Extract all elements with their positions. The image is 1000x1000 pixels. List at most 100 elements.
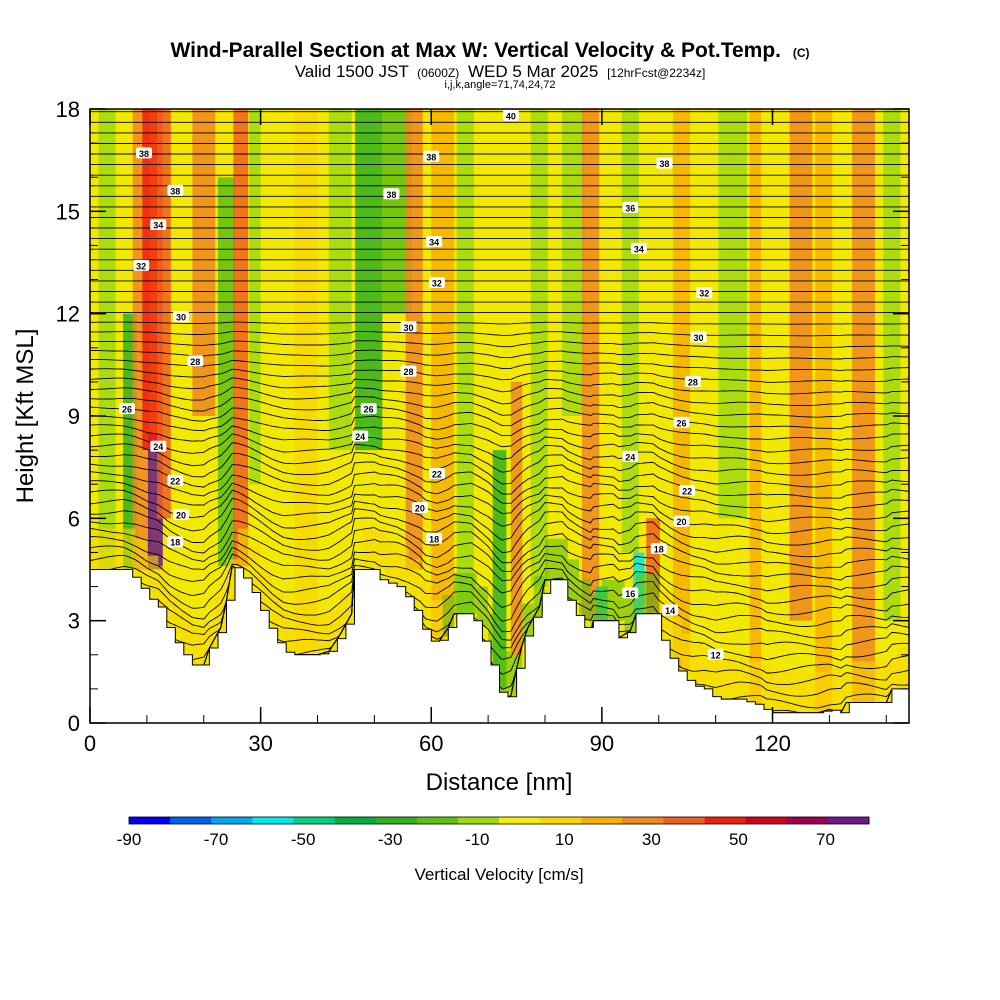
theta-contour-label: 14	[662, 604, 679, 616]
x-tick-label: 0	[84, 731, 96, 756]
theta-contour-label: 28	[187, 355, 204, 367]
theta-contour-label-text: 20	[176, 510, 186, 520]
theta-contour-label-text: 22	[170, 476, 180, 486]
colorbar-swatch	[334, 817, 377, 824]
theta-contour-label: 38	[167, 184, 184, 196]
colorbar-swatch	[540, 817, 582, 824]
theta-contour-label-text: 28	[688, 377, 698, 387]
colorbar-label: Vertical Velocity [cm/s]	[414, 865, 583, 884]
colorbar-swatch	[499, 817, 541, 824]
theta-contour-label: 22	[428, 467, 445, 479]
colorbar-swatch	[416, 817, 459, 824]
theta-contour-label: 32	[428, 276, 445, 288]
theta-contour-label: 34	[426, 236, 443, 248]
theta-contour-label-text: 30	[403, 323, 413, 333]
theta-contour-label-text: 26	[364, 405, 374, 415]
theta-contour-label: 28	[400, 365, 417, 377]
theta-contour-label-text: 12	[711, 650, 721, 660]
colorbar-tick-label: -70	[204, 830, 229, 849]
colorbar-tick-label: -10	[465, 830, 490, 849]
theta-contour-label: 16	[622, 587, 639, 599]
theta-contour-label: 22	[167, 474, 184, 486]
theta-contour-label: 20	[173, 508, 189, 520]
theta-contour-label-text: 14	[665, 606, 675, 616]
theta-contour-label-text: 38	[386, 190, 396, 200]
theta-contour-label-text: 38	[139, 149, 149, 159]
theta-contour-label: 24	[622, 450, 639, 462]
theta-contour-label-text: 26	[122, 405, 132, 415]
theta-contour-label: 12	[707, 648, 724, 660]
copyright-mark: (C)	[793, 46, 810, 60]
theta-contour-label-text: 24	[355, 432, 365, 442]
y-tick-label: 12	[56, 302, 80, 327]
theta-contour-label: 36	[622, 201, 639, 213]
x-tick-label: 30	[248, 731, 272, 756]
theta-contour-label-text: 34	[153, 220, 163, 230]
colorbar-swatch	[786, 817, 829, 824]
theta-contour-label-text: 18	[429, 534, 439, 544]
theta-contour-label-text: 40	[506, 111, 516, 121]
x-axis: 0 30 60 90 120	[84, 109, 887, 756]
theta-contour-label-text: 18	[170, 538, 180, 548]
theta-contour-labels: 40 38 38 38 38 38 36 34 34 34 32 32 32 30 30 30 28 28 28 26…	[118, 109, 724, 660]
colorbar-swatch	[622, 817, 664, 824]
theta-contour-label: 28	[684, 375, 701, 387]
theta-contour-label-text: 30	[176, 313, 186, 323]
theta-contour-label-text: 32	[699, 289, 709, 299]
colorbar: -90 -70 -50 -30 -10 10 30 50 70	[117, 816, 870, 849]
theta-contour-label-text: 18	[654, 545, 664, 555]
theta-contour-label-text: 24	[625, 452, 635, 462]
theta-contour-label: 26	[118, 403, 135, 415]
theta-contour-label: 24	[352, 430, 369, 442]
colorbar-swatch	[293, 817, 336, 824]
y-tick-label: 9	[68, 404, 80, 429]
y-tick-label: 15	[56, 199, 80, 224]
theta-contour-label: 22	[679, 485, 696, 497]
theta-contour-label-text: 38	[426, 152, 436, 162]
colorbar-tick-label: 30	[642, 830, 661, 849]
y-axis-label: Height [Kft MSL]	[12, 329, 39, 504]
theta-contour-label: 34	[630, 242, 647, 254]
terrain-mask	[90, 567, 909, 723]
theta-contour-label: 38	[383, 188, 400, 200]
colorbar-swatch	[827, 817, 870, 824]
theta-contour-label: 20	[411, 502, 428, 514]
theta-contour-label: 26	[673, 416, 690, 428]
colorbar-tick-label: 10	[555, 830, 574, 849]
colorbar-swatch	[170, 817, 212, 824]
chart-title: Wind-Parallel Section at Max W: Vertical…	[170, 39, 781, 62]
svg-text:Wind-Parallel Section at Max W: Wind-Parallel Section at Max W: Vertical…	[170, 39, 809, 62]
theta-contour-label: 38	[136, 147, 153, 159]
theta-contour-label-text: 26	[676, 418, 686, 428]
theta-contour-label-text: 20	[676, 517, 686, 527]
theta-contour-label: 38	[423, 150, 440, 162]
colorbar-tick-label: 70	[816, 830, 835, 849]
theta-contours	[90, 111, 909, 714]
subtitle-params: i,j,k,angle=71,74,24,72	[444, 79, 555, 91]
theta-contour-label: 18	[167, 536, 184, 548]
colorbar-swatch	[745, 817, 788, 824]
theta-contour-label-text: 32	[432, 278, 442, 288]
theta-contour-label: 18	[650, 543, 667, 555]
x-tick-label: 60	[419, 731, 443, 756]
colorbar-swatch	[211, 817, 253, 824]
theta-contour-label: 24	[150, 440, 167, 452]
svg-text:Valid 1500 JST (0600Z): Valid 1500 JST (0600Z) WED 5 Mar 2025 [1…	[295, 62, 706, 81]
theta-contour-label: 30	[173, 311, 189, 323]
theta-contour-label-text: 38	[170, 186, 180, 196]
colorbar-tick-label: -30	[378, 830, 403, 849]
theta-contour-label-text: 28	[190, 357, 200, 367]
theta-contour-label-text: 30	[694, 333, 704, 343]
theta-contour-label: 18	[426, 532, 443, 544]
subtitle-date: WED 5 Mar 2025	[468, 62, 598, 81]
colorbar-swatch	[704, 817, 747, 824]
theta-contour-label-text: 16	[625, 589, 635, 599]
colorbar-swatch	[581, 817, 623, 824]
subtitle-zulu: (0600Z)	[417, 66, 459, 80]
colorbar-tick-label: -50	[291, 830, 316, 849]
y-tick-label: 6	[68, 506, 80, 531]
y-tick-label: 0	[68, 711, 80, 736]
colorbar-tick-label: 50	[729, 830, 748, 849]
y-axis: 0 36 9 12 15 18	[56, 97, 909, 736]
